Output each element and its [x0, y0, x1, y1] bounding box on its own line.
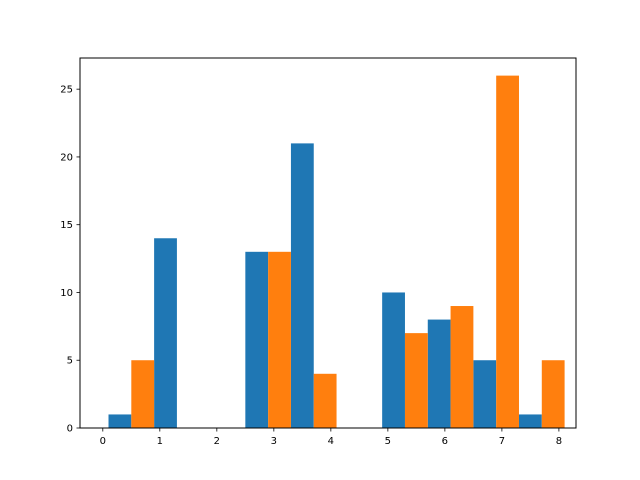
bar [427, 319, 451, 428]
x-tick-label: 5 [385, 436, 391, 447]
y-axis: 0 5 10 15 20 25 [60, 85, 80, 435]
bar [473, 360, 497, 428]
y-tick-label: 15 [60, 220, 73, 231]
bar [518, 414, 542, 428]
bar [154, 238, 177, 428]
x-tick-label: 0 [100, 436, 106, 447]
bar [268, 251, 291, 428]
x-tick-label: 8 [556, 436, 562, 447]
x-tick-label: 2 [214, 436, 220, 447]
x-tick-label: 6 [442, 436, 448, 447]
y-tick-label: 10 [60, 288, 73, 299]
x-tick-label: 7 [499, 436, 505, 447]
bars-layer [108, 75, 565, 428]
bar [290, 143, 314, 428]
y-tick-label: 20 [60, 152, 73, 163]
bar [496, 75, 519, 428]
y-tick-label: 5 [67, 356, 73, 367]
x-tick-label: 1 [157, 436, 163, 447]
bar [245, 251, 269, 428]
x-axis: 0 1 2 3 4 5 6 7 8 [100, 428, 562, 447]
bar [108, 414, 132, 428]
plot-frame [79, 57, 577, 429]
bar [131, 360, 155, 428]
bar [313, 373, 337, 428]
x-tick-label: 4 [328, 436, 334, 447]
bar [382, 292, 405, 428]
bar [541, 360, 565, 428]
x-tick-label: 3 [271, 436, 277, 447]
y-tick-label: 25 [60, 85, 73, 96]
bar [450, 306, 474, 428]
bar [404, 333, 428, 428]
y-tick-label: 0 [67, 424, 73, 435]
